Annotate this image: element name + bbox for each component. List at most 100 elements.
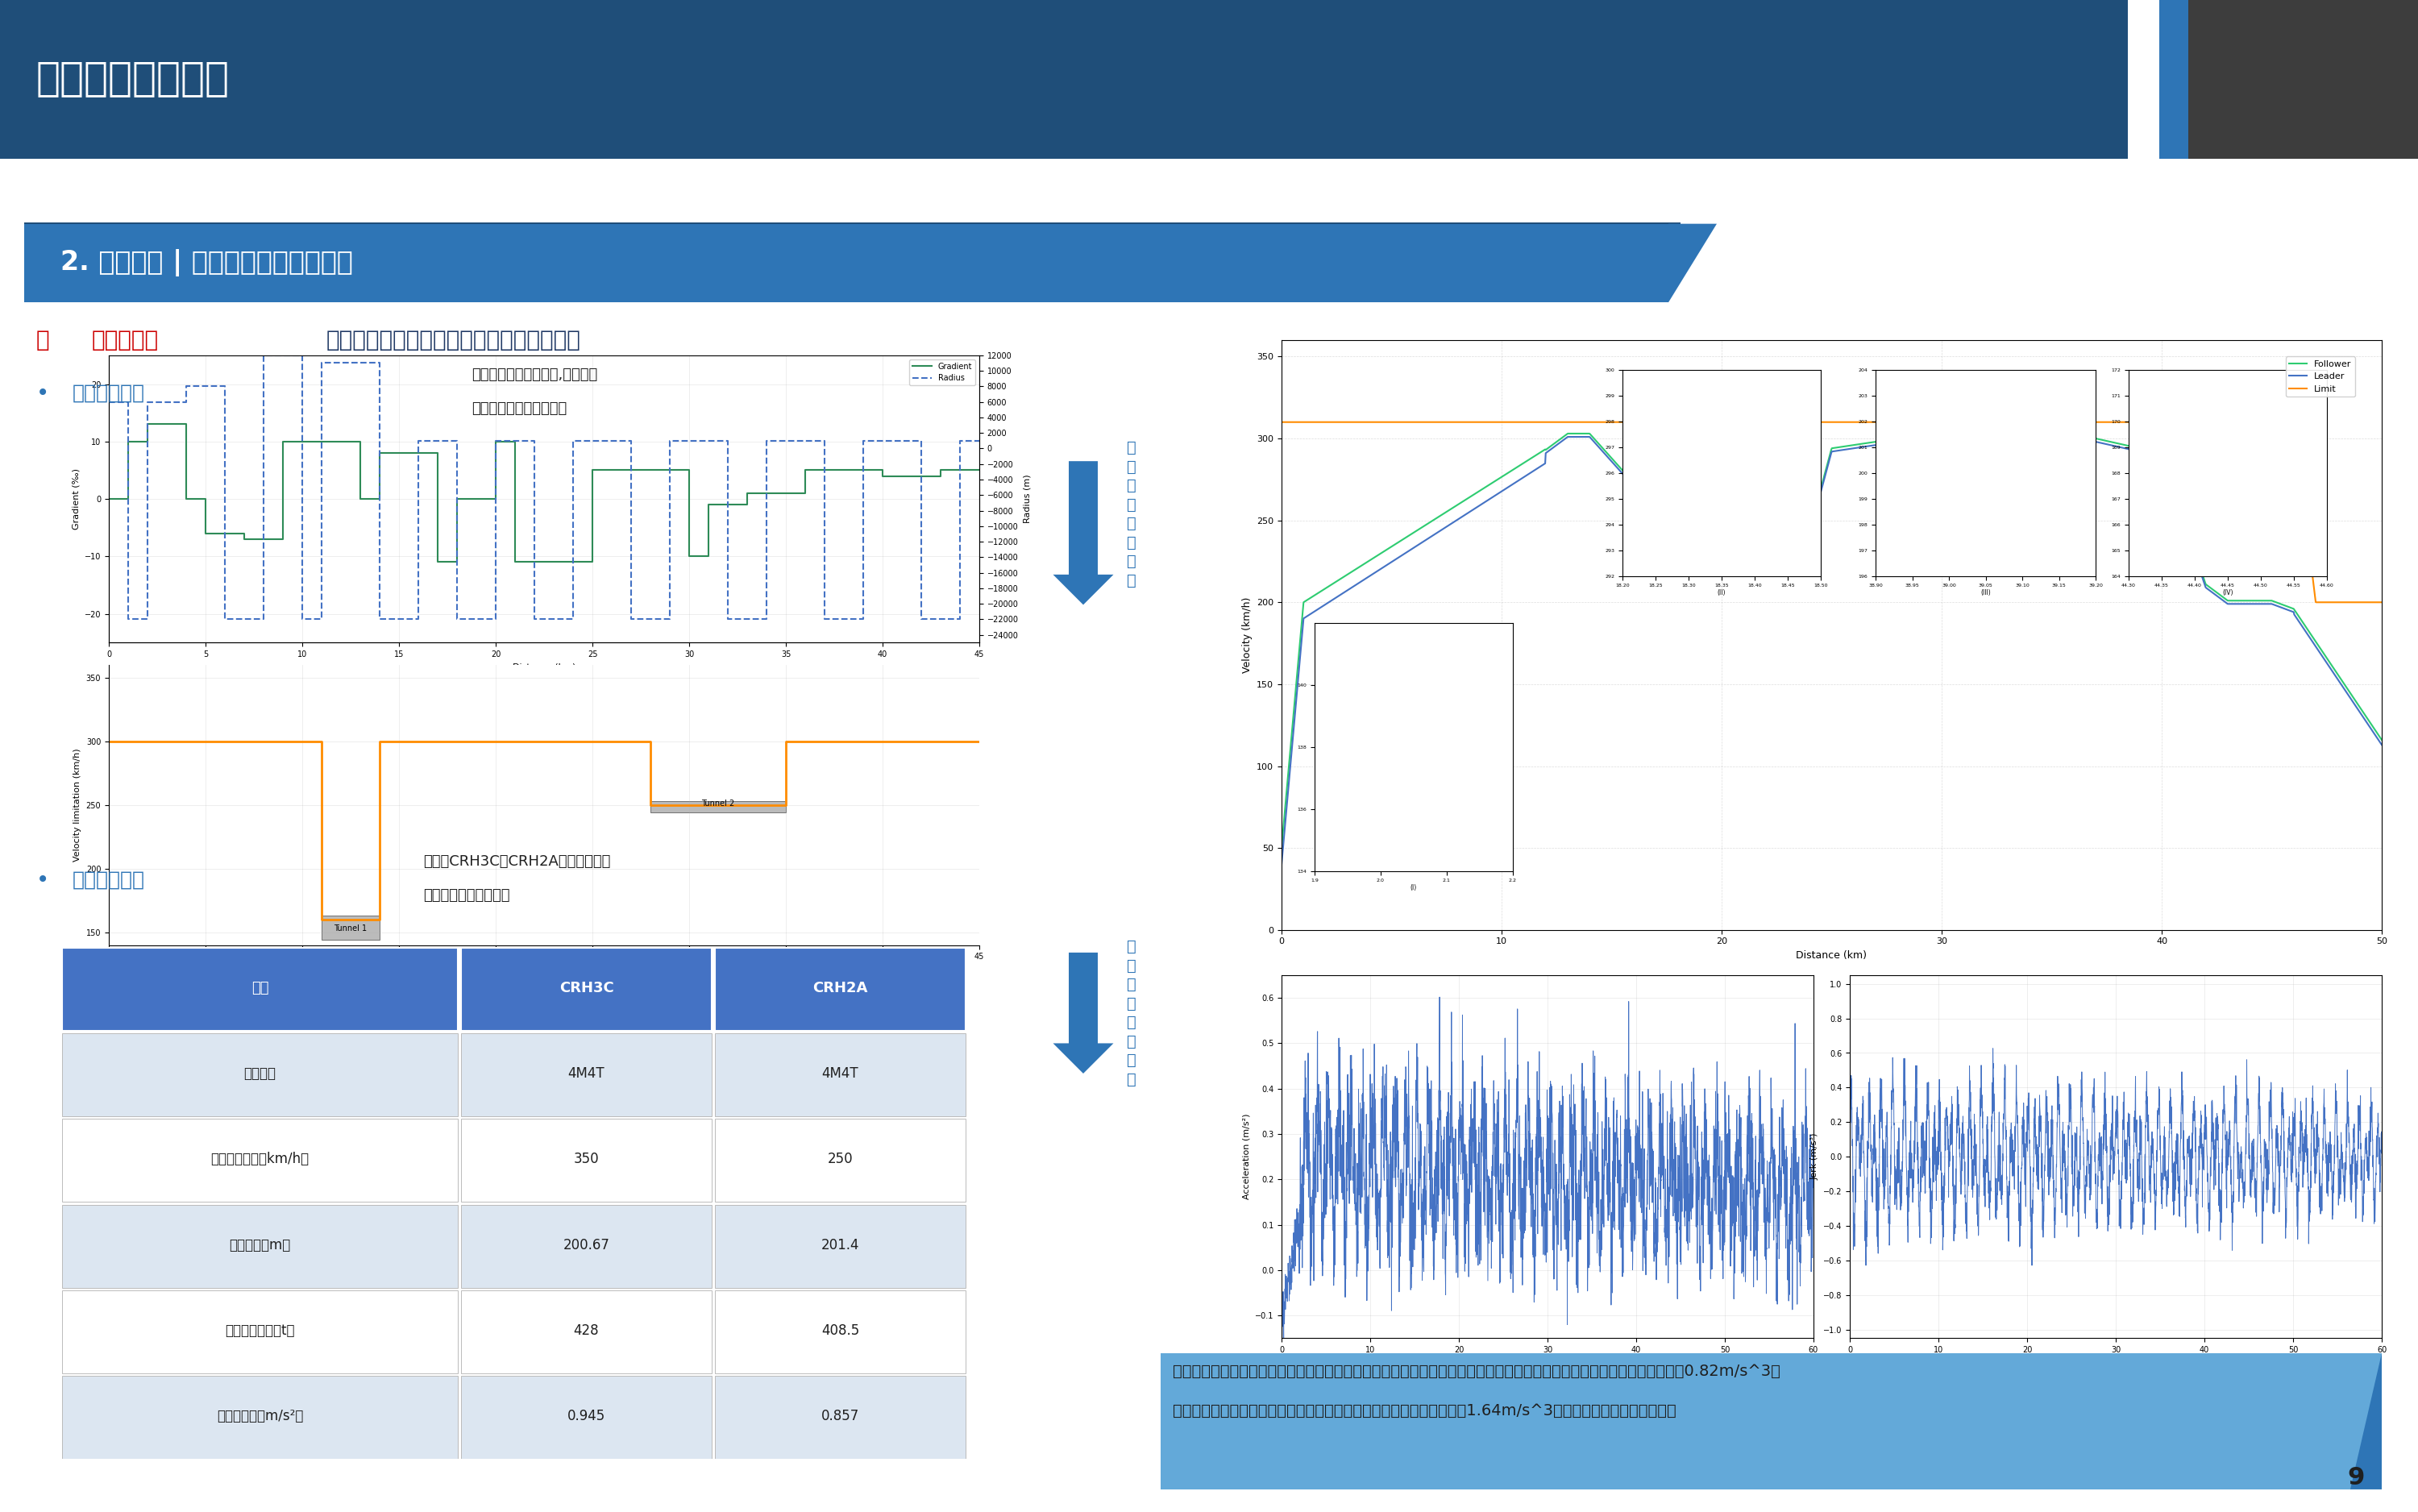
Gradient [268,531,297,549]
Follower [2133,442,2162,460]
Bar [63,1033,457,1116]
Gradient [926,467,955,485]
Bar [63,1205,457,1288]
Y-axis label: Radius (m): Radius (m) [1023,475,1030,523]
Bar [63,1290,457,1373]
Legend: Gradient, Radius: Gradient, Radius [909,360,974,386]
Bar [63,948,457,1031]
Leader [2367,736,2396,754]
Radius [481,431,510,449]
Text: 201.4: 201.4 [822,1238,858,1252]
Bar [716,1290,965,1373]
Gradient [172,416,201,434]
Text: 200.67: 200.67 [563,1238,609,1252]
Text: 9: 9 [2348,1467,2365,1489]
Gradient [578,553,607,572]
Gradient [94,490,123,508]
Line: Limit: Limit [1282,422,2382,602]
Bar [462,1033,711,1116]
Bar [716,1119,965,1202]
Radius [442,611,472,629]
Radius [520,431,549,449]
Gradient [675,461,704,479]
Gradient [230,525,259,543]
Radius [210,611,239,629]
Gradient [346,432,375,451]
Leader [1772,516,1801,534]
Bar [322,916,380,940]
Radius [907,431,936,449]
Follower [2336,683,2365,702]
Gradient [442,553,472,572]
Gradient [965,461,994,479]
Y-axis label: Gradient (‰): Gradient (‰) [73,469,80,529]
Leader [1323,588,1352,606]
Bar [716,1205,965,1288]
Radius [559,611,588,629]
Limit [2336,593,2365,611]
Limit [2367,593,2396,611]
Gradient [829,461,858,479]
Gradient [578,461,607,479]
Text: 4M4T: 4M4T [822,1066,858,1081]
Text: 定员荷载重量（t）: 定员荷载重量（t） [225,1323,295,1338]
Text: 仿真结果：: 仿真结果： [92,330,160,351]
Limit [2302,593,2331,611]
Line: Radius: Radius [109,355,979,620]
Radius [559,431,588,449]
Text: 350: 350 [573,1152,600,1166]
X-axis label: Distance (km): Distance (km) [1797,950,1867,960]
Limit [1772,413,1801,431]
Text: CRH2A: CRH2A [812,981,868,995]
Bar [462,1290,711,1373]
Limit [2336,593,2365,611]
Gradient [481,490,510,508]
Text: 道、曲线及隧道行车场景: 道、曲线及隧道行车场景 [472,401,566,416]
Gradient [172,490,201,508]
Radius [114,393,143,411]
Gradient [346,490,375,508]
Bar [462,948,711,1031]
Follower [1772,513,1801,531]
Radius [617,431,646,449]
Bar [462,1119,711,1202]
Gradient [133,416,162,434]
Leader [1801,499,1830,517]
Text: 列
车
群
稳
态
的
恢
复: 列 车 群 稳 态 的 恢 复 [1127,440,1136,588]
Radius [907,611,936,629]
Radius [133,611,162,629]
Text: 参数: 参数 [251,981,268,995]
Gradient [307,432,336,451]
Gradient [442,490,472,508]
Text: 最高运营速度（km/h）: 最高运营速度（km/h） [210,1152,310,1166]
Bar [63,1119,457,1202]
Line: Gradient: Gradient [109,425,979,562]
Text: 最大制动率（m/s²）: 最大制动率（m/s²） [218,1409,302,1423]
Radius [713,611,742,629]
Limit [1323,413,1352,431]
Radius [849,431,878,449]
Follower [2336,683,2365,702]
Radius [210,378,239,396]
Text: 250: 250 [827,1152,854,1166]
Text: 0.857: 0.857 [822,1409,858,1423]
Gradient [694,496,723,514]
Bar [462,1376,711,1459]
Radius [520,611,549,629]
Leader [2133,445,2162,463]
Gradient [791,461,820,479]
Line: Follower: Follower [1282,429,2382,848]
Bar [650,801,786,813]
Text: 列列车的虚拟耦合车队: 列列车的虚拟耦合车队 [423,888,510,903]
X-axis label: Distance (km): Distance (km) [513,965,575,974]
X-axis label: Distance (km)
(a): Distance (km) (a) [513,662,575,680]
Leader [2336,688,2365,706]
Gradient [733,484,762,502]
Y-axis label: Acceleration (m/s²): Acceleration (m/s²) [1243,1114,1250,1199]
Radius [849,611,878,629]
Gradient [733,496,762,514]
Gradient [675,547,704,565]
Text: 0.945: 0.945 [568,1409,604,1423]
Radius [404,431,433,449]
Limit [1801,413,1830,431]
